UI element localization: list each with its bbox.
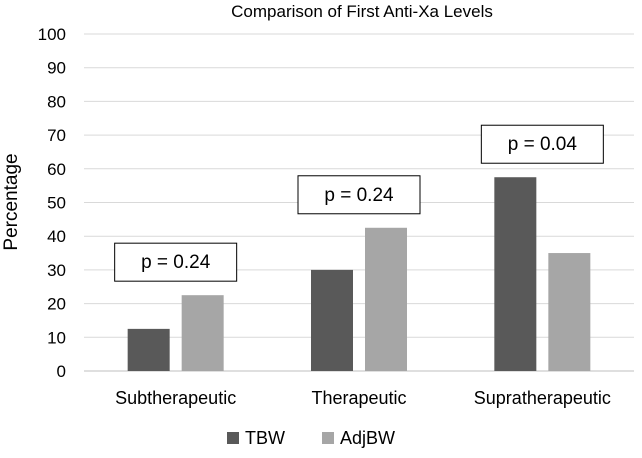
y-tick-label: 90 bbox=[47, 59, 66, 78]
y-tick-label: 30 bbox=[47, 261, 66, 280]
legend-label-adjbw: AdjBW bbox=[340, 428, 395, 448]
bar-tbw-supratherapeutic bbox=[494, 177, 537, 371]
y-tick-label: 100 bbox=[38, 25, 66, 44]
legend-swatch-tbw bbox=[227, 432, 239, 444]
p-value-annotation: p = 0.04 bbox=[480, 124, 604, 164]
annotation-box bbox=[297, 175, 421, 215]
bar-tbw-subtherapeutic bbox=[127, 328, 170, 371]
x-category-label: Supratherapeutic bbox=[474, 388, 611, 408]
bar-adjbw-therapeutic bbox=[365, 227, 407, 371]
annotation-box bbox=[114, 242, 238, 282]
legend-swatch-adjbw bbox=[322, 432, 334, 444]
y-tick-label: 70 bbox=[47, 126, 66, 145]
y-tick-label: 40 bbox=[47, 227, 66, 246]
x-category-label: Therapeutic bbox=[311, 388, 406, 408]
annotation-box bbox=[480, 124, 604, 164]
legend: TBW AdjBW bbox=[227, 428, 395, 448]
annotation-text: p = 0.24 bbox=[141, 252, 211, 273]
bar-adjbw-supratherapeutic bbox=[548, 253, 591, 371]
annotation-text: p = 0.04 bbox=[508, 134, 578, 155]
x-axis-categories: Subtherapeutic Therapeutic Supratherapeuti… bbox=[115, 388, 611, 408]
y-axis-ticks: 0 10 20 30 40 50 60 70 80 90 100 bbox=[38, 25, 66, 381]
p-value-annotation: p = 0.24 bbox=[297, 175, 421, 215]
annotations: p = 0.24 p = 0.24 p = 0.04 bbox=[114, 124, 604, 282]
y-tick-label: 0 bbox=[57, 362, 66, 381]
annotation-text: p = 0.24 bbox=[324, 185, 394, 206]
bar-adjbw-subtherapeutic bbox=[181, 295, 224, 371]
y-tick-label: 80 bbox=[47, 92, 66, 111]
legend-label-tbw: TBW bbox=[245, 428, 285, 448]
y-axis-label: Percentage bbox=[1, 153, 22, 250]
x-category-label: Subtherapeutic bbox=[115, 388, 236, 408]
y-tick-label: 50 bbox=[47, 194, 66, 213]
bars bbox=[127, 177, 591, 371]
y-tick-label: 20 bbox=[47, 295, 66, 314]
y-tick-label: 60 bbox=[47, 160, 66, 179]
chart-title: Comparison of First Anti-Xa Levels bbox=[231, 2, 493, 21]
bar-tbw-therapeutic bbox=[311, 269, 353, 371]
p-value-annotation: p = 0.24 bbox=[114, 242, 238, 282]
y-tick-label: 10 bbox=[47, 328, 66, 347]
